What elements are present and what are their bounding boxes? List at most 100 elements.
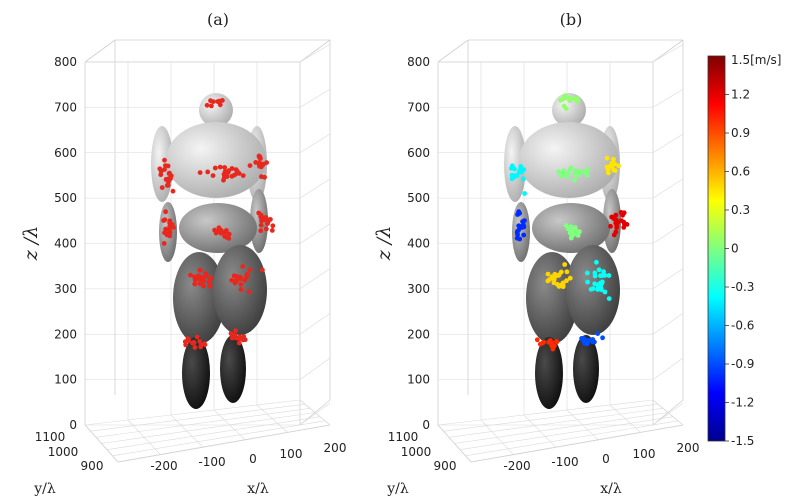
scatter-point-head <box>574 96 580 101</box>
scatter-point-left-thigh <box>203 271 209 277</box>
body-part-left-forearm <box>512 202 530 262</box>
scatter-point-left-thigh <box>198 267 203 273</box>
scatter-point-left-thigh <box>562 262 568 267</box>
scatter-point-right-upper-arm <box>612 168 618 174</box>
scatter-point-right-forearm <box>609 214 615 220</box>
scatter-point-right-thigh <box>231 273 237 279</box>
scatter-point-left-forearm <box>519 225 525 231</box>
z-tick-label: 200 <box>54 327 77 341</box>
scatter-point-right-forearm <box>611 232 617 238</box>
scatter-point-torso <box>565 174 571 180</box>
floor-gridline <box>299 399 331 426</box>
z-gridline <box>652 223 684 244</box>
scatter-point-left-upper-arm <box>170 188 176 194</box>
scatter-point-head <box>560 96 566 102</box>
floor-gridline <box>470 424 684 463</box>
scatter-point-left-knee <box>191 340 197 346</box>
panel-title: (a) <box>207 10 229 29</box>
z-tick-label: 100 <box>407 373 430 387</box>
scatter-point-left-thigh <box>207 283 213 289</box>
scatter-point-right-thigh <box>598 273 603 279</box>
z-tick-label: 600 <box>407 146 430 160</box>
z-tick-label: 300 <box>54 282 77 296</box>
scatter-point-left-thigh <box>560 282 566 288</box>
scatter-point-right-upper-arm <box>611 156 616 162</box>
scatter-point-head <box>208 98 213 104</box>
z-tick-label: 500 <box>407 191 430 205</box>
scatter-point-torso <box>572 177 578 183</box>
floor-gridline <box>84 399 301 426</box>
z-gridline <box>652 178 684 199</box>
scatter-point-right-forearm <box>258 222 264 228</box>
scatter-point-right-forearm <box>613 213 618 219</box>
scatter-point-left-forearm <box>517 210 522 216</box>
body-part-head <box>199 93 233 127</box>
scatter-point-right-forearm <box>619 218 624 224</box>
scatter-point-torso <box>210 173 216 179</box>
scatter-point-left-thigh <box>208 275 214 281</box>
scatter-point-left-upper-arm <box>168 176 173 182</box>
scatter-point-left-thigh <box>201 283 206 289</box>
floor-gridline <box>454 412 669 444</box>
scatter-point-torso <box>226 168 232 174</box>
body-part-right-knee <box>220 335 246 403</box>
scatter-point-right-thigh <box>592 281 598 287</box>
floor-gridline <box>437 424 472 463</box>
scatter-point-left-thigh <box>192 281 198 287</box>
floor-gridline <box>90 403 306 432</box>
colorbar-tick-label: -1.5 <box>731 434 754 448</box>
scatter-point-left-thigh <box>188 272 193 278</box>
scatter-point-left-upper-arm <box>518 164 524 169</box>
scatter-point-left-thigh <box>564 269 570 275</box>
scatter-point-left-thigh <box>545 278 551 284</box>
scatter-point-left-upper-arm <box>159 185 165 191</box>
z-gridline <box>299 178 331 199</box>
z-tick-label: 600 <box>54 146 77 160</box>
scatter-point-head <box>204 102 210 108</box>
scatter-point-right-thigh <box>585 270 590 276</box>
scatter-point-left-upper-arm <box>509 176 515 182</box>
y-tick-label: 1100 <box>35 430 66 444</box>
scatter-point-right-knee <box>600 335 605 341</box>
scatter-point-left-upper-arm <box>522 191 527 196</box>
floor-gridline <box>170 414 204 448</box>
scatter-point-left-knee <box>554 339 559 344</box>
scatter-point-right-forearm <box>269 228 275 233</box>
scatter-point-left-upper-arm <box>157 166 163 172</box>
z-gridline <box>299 402 331 426</box>
scatter-point-torso <box>558 173 564 179</box>
scatter-point-left-forearm <box>167 220 173 226</box>
scatter-point-right-thigh <box>237 276 243 281</box>
axis-box-edge <box>652 39 684 63</box>
scatter-point-right-thigh <box>596 267 602 273</box>
z-tick-label: 500 <box>54 191 77 205</box>
y-tick-label: 900 <box>81 459 104 473</box>
x-tick-label: -100 <box>198 455 225 469</box>
scatter-point-torso <box>240 173 246 179</box>
scatter-point-right-upper-arm <box>609 160 615 166</box>
scatter-point-torso <box>584 172 590 178</box>
body-part-left-upper-arm <box>504 126 526 202</box>
scatter-point-right-forearm <box>259 216 264 222</box>
colorbar-tick-label: -0.3 <box>731 280 754 294</box>
scatter-point-torso <box>577 169 582 175</box>
scatter-point-right-knee <box>583 337 589 343</box>
axis-box-edge <box>437 39 469 63</box>
scatter-point-left-forearm <box>163 226 169 232</box>
body-part-right-forearm <box>250 189 268 253</box>
colorbar-tick-label: 0.6 <box>731 165 750 179</box>
x-tick-label: -100 <box>551 455 578 469</box>
scatter-point-right-upper-arm <box>247 163 253 169</box>
scatter-point-head <box>561 103 567 109</box>
colorbar-tick-label: 0 <box>731 242 739 256</box>
scatter-point-torso <box>229 166 235 171</box>
scatter-point-left-knee <box>534 337 540 343</box>
scatter-point-left-upper-arm <box>158 172 164 178</box>
panel-a: 0 100 200 300 400 500 600 700 800 -200 -100 0 100 200… <box>20 10 346 497</box>
scatter-point-left-knee <box>541 339 547 345</box>
z-gridline <box>299 44 331 63</box>
scatter-point-torso <box>221 177 226 183</box>
scatter-point-left-knee <box>198 342 204 347</box>
scatter-point-right-knee <box>592 339 597 345</box>
colorbar-tick-label: 0.3 <box>731 203 750 217</box>
